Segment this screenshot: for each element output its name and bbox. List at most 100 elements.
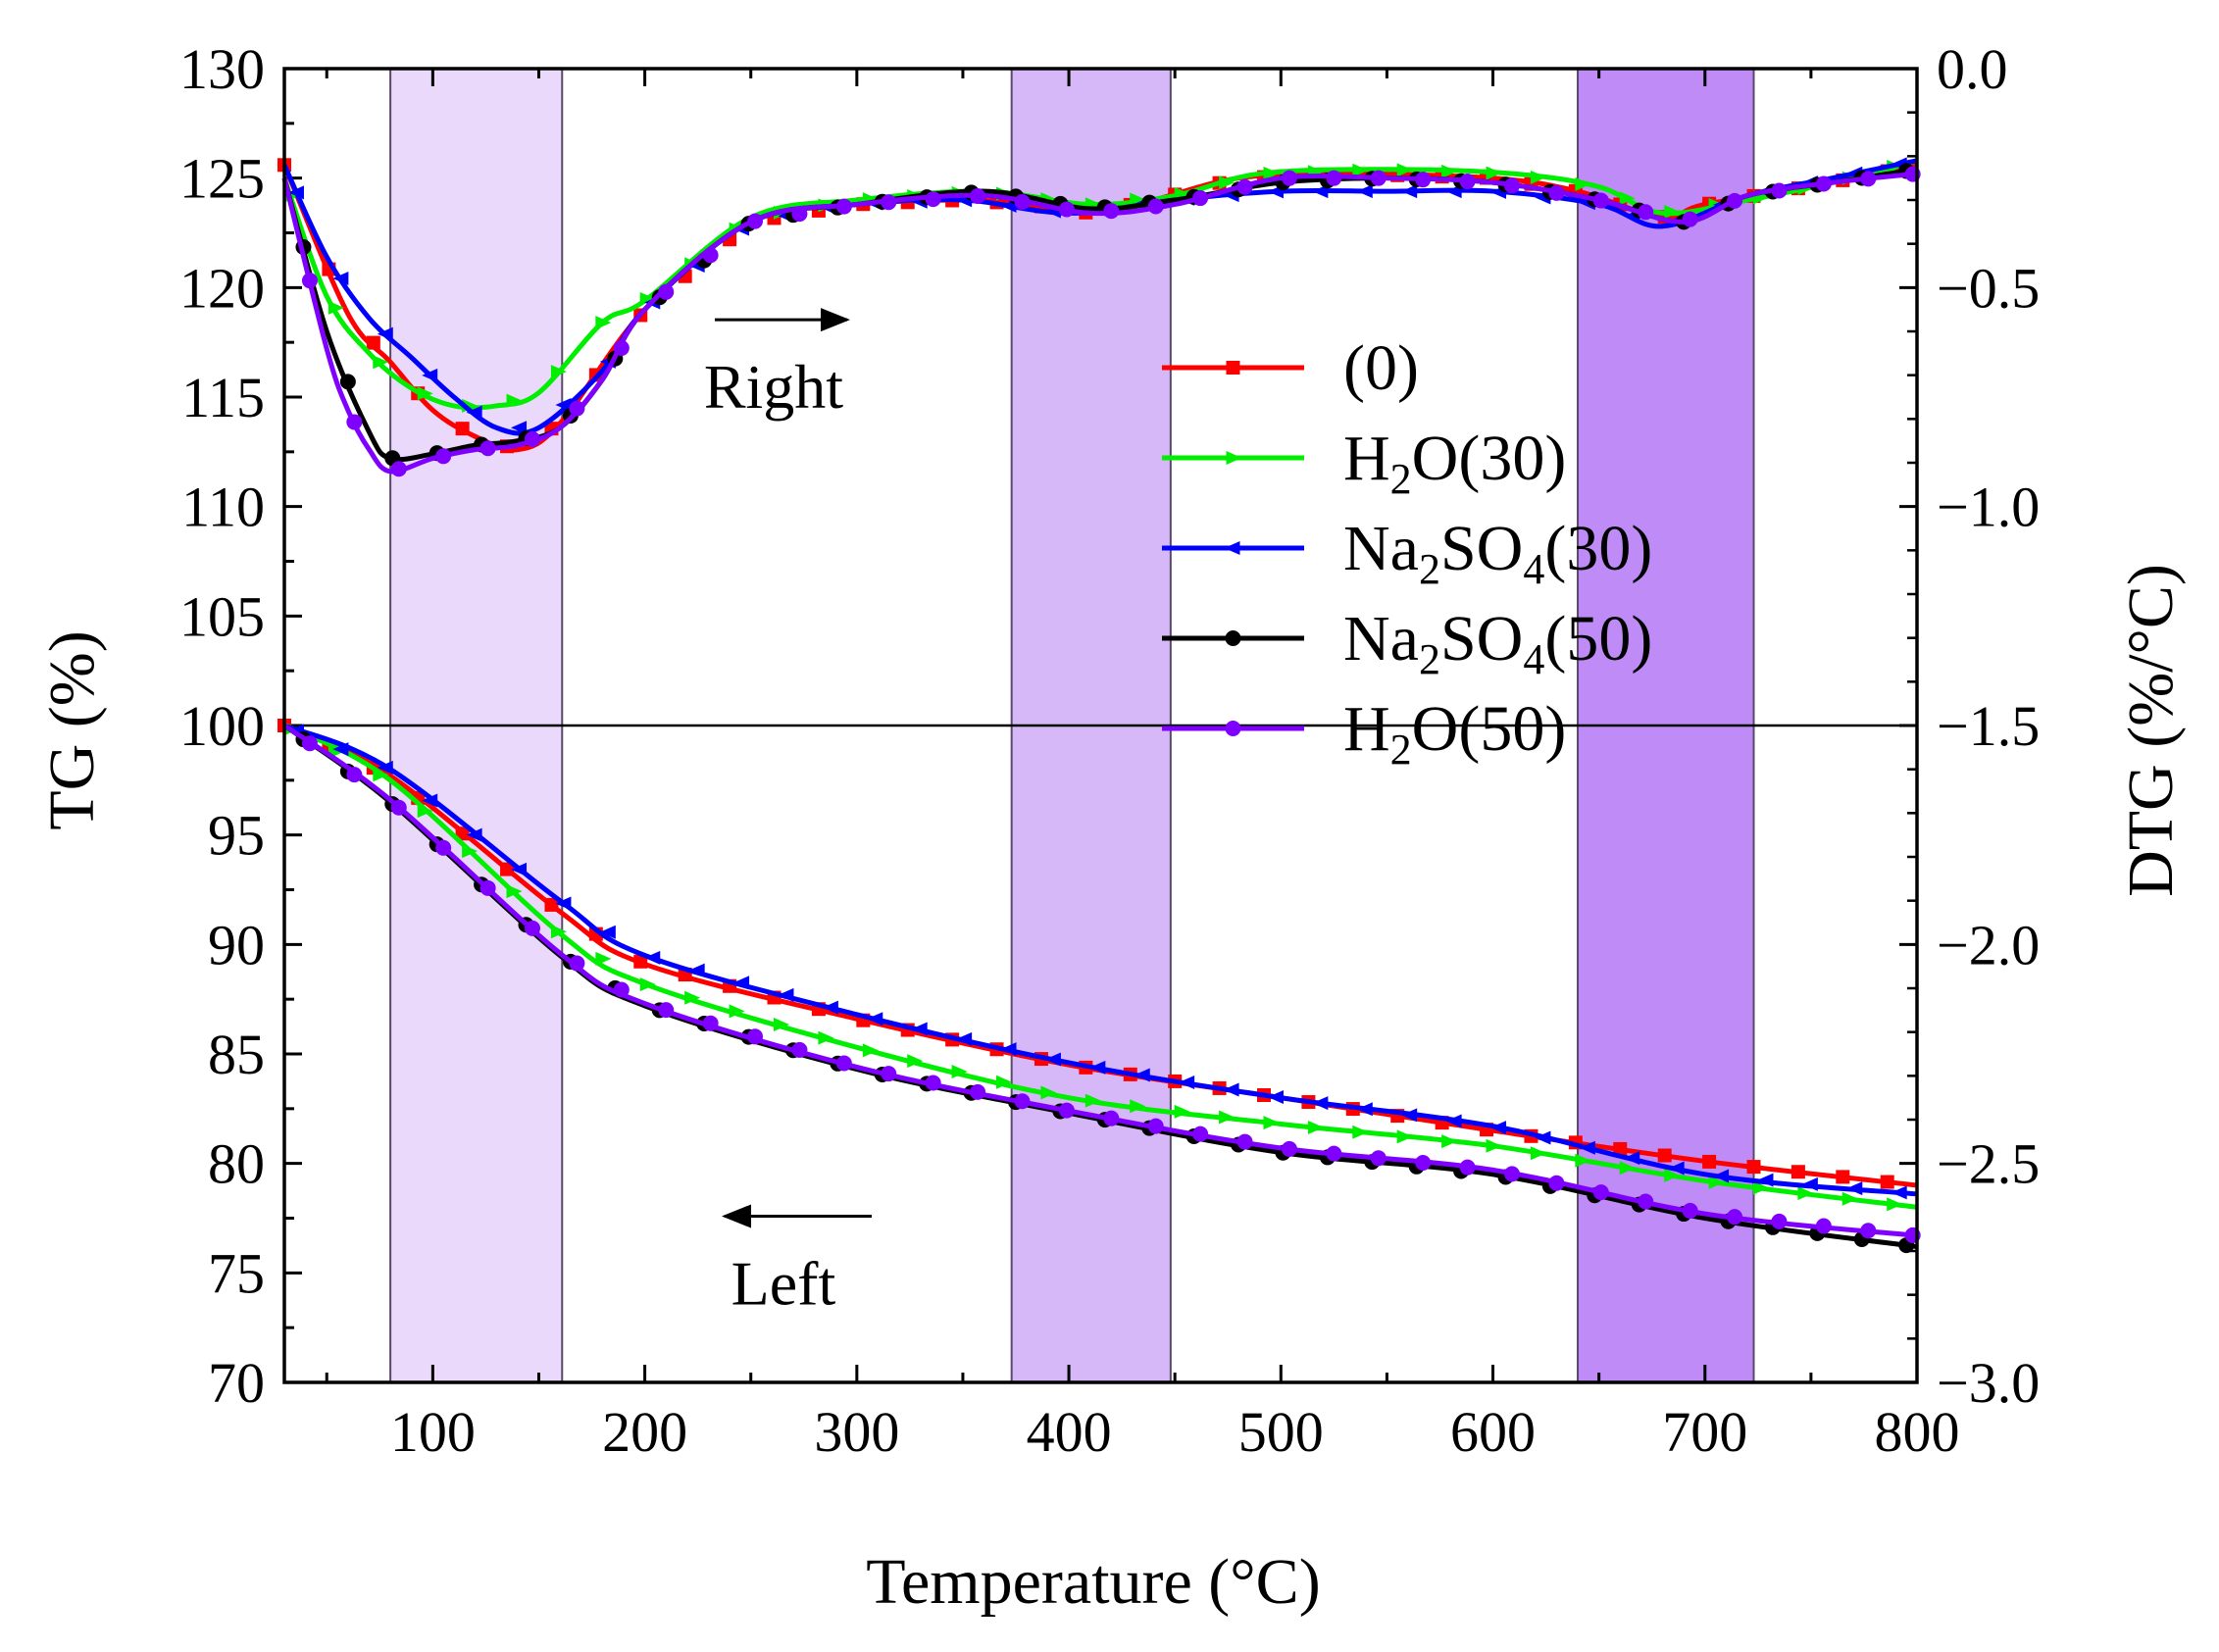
dtg-point xyxy=(455,422,470,436)
tg-point xyxy=(778,987,794,1002)
dtg-point xyxy=(1486,166,1502,180)
plot-frame xyxy=(282,67,1919,1384)
tg-point xyxy=(417,804,433,819)
tg-point xyxy=(791,1041,808,1058)
legend-marker xyxy=(1225,630,1241,646)
dtg-point xyxy=(1548,184,1565,201)
dtg-point xyxy=(1236,178,1253,195)
legend-item-3: Na2SO4(30) xyxy=(1162,513,1652,593)
dtg-point xyxy=(1619,191,1636,206)
tg-point xyxy=(1174,1104,1190,1119)
tg-point xyxy=(1147,1118,1164,1134)
tg-point xyxy=(688,963,705,977)
x-tick-label: 300 xyxy=(814,1400,899,1464)
tg-point xyxy=(1836,1170,1850,1184)
dtg-point xyxy=(1147,198,1164,215)
y-right-tick-label: −2.5 xyxy=(1937,1132,2040,1196)
dtg-point xyxy=(1326,170,1342,186)
dtg-point xyxy=(1575,176,1591,191)
tg-point xyxy=(599,925,616,939)
tg-point xyxy=(1797,1186,1814,1201)
tg-point xyxy=(1103,1110,1120,1126)
legend: (0) H2O(30) Na2SO4(30) Na2SO4(50) H2O(50) xyxy=(1162,332,1652,774)
legend-label: (0) xyxy=(1343,332,1419,404)
tg-point xyxy=(613,981,630,998)
dtg-point xyxy=(1219,175,1236,190)
tg-point xyxy=(550,925,567,939)
y-right-tick-label: 0.0 xyxy=(1937,37,2008,101)
tg-point xyxy=(1771,1213,1788,1229)
legend-item-4: Na2SO4(50) xyxy=(1162,603,1652,683)
tg-point xyxy=(1579,1140,1595,1155)
tg-point xyxy=(1860,1223,1877,1239)
dtg-point xyxy=(1664,205,1681,220)
dtg-point xyxy=(417,386,433,401)
legend-marker xyxy=(1224,541,1240,555)
dtg-point xyxy=(613,339,630,356)
y-left-tick-label: 75 xyxy=(208,1241,265,1305)
tg-point xyxy=(1619,1161,1636,1176)
tg-point xyxy=(1624,1151,1640,1166)
tg-point xyxy=(479,879,496,896)
tg-point xyxy=(1891,1185,1907,1200)
tg-point xyxy=(956,1031,973,1046)
dtg-point xyxy=(970,187,986,204)
x-axis-title: Temperature (°C) xyxy=(866,1546,1320,1618)
dtg-point xyxy=(1592,192,1609,209)
tg-point xyxy=(373,768,389,782)
tg-point xyxy=(867,1012,883,1026)
tg-point xyxy=(1613,1141,1628,1156)
dtg-point xyxy=(747,213,764,229)
legend-item-1: (0) xyxy=(1162,332,1419,404)
tg-point xyxy=(1134,1068,1150,1082)
tg-point xyxy=(951,1064,968,1078)
tg-point xyxy=(773,1017,789,1031)
tg-point xyxy=(1445,1114,1462,1128)
tg-point xyxy=(1887,1197,1903,1212)
dtg-point xyxy=(1459,174,1476,190)
y-left-tick-label: 125 xyxy=(179,147,265,211)
dtg-point xyxy=(301,273,318,289)
tg-point xyxy=(1801,1176,1818,1191)
tg-point xyxy=(1790,1165,1805,1179)
dtg-point xyxy=(1401,184,1418,199)
tg-point xyxy=(1192,1126,1209,1142)
tg-point xyxy=(1490,1121,1507,1135)
dtg-point xyxy=(1370,170,1387,186)
dtg-point xyxy=(346,414,363,430)
plot-border xyxy=(282,67,1919,1384)
x-tick-label: 700 xyxy=(1662,1400,1747,1464)
y-left-tick-label: 130 xyxy=(179,37,265,101)
dtg-point xyxy=(1530,170,1546,184)
y-right-tick-label: −1.0 xyxy=(1937,476,2040,539)
annotation-left: Left xyxy=(731,1249,836,1319)
dtg-point xyxy=(377,326,393,341)
series-h2o-50- xyxy=(281,166,1921,1243)
dtg-point xyxy=(555,398,572,413)
tg-point xyxy=(1219,1110,1236,1125)
legend-label: H2O(50) xyxy=(1343,693,1566,774)
tg-point xyxy=(390,799,407,816)
dtg-point xyxy=(1263,166,1280,180)
tg-point xyxy=(1267,1089,1284,1104)
legend-marker xyxy=(1225,721,1241,736)
tg-point xyxy=(1356,1102,1373,1117)
tg-point xyxy=(970,1083,986,1100)
dtg-point xyxy=(1638,204,1654,221)
series-h2o-30- xyxy=(281,158,1918,1212)
tg-line xyxy=(283,723,1918,1197)
tg-point xyxy=(1084,1093,1101,1108)
tg-point xyxy=(1307,1121,1324,1135)
tg-point xyxy=(633,954,648,969)
tg-point xyxy=(818,1030,834,1045)
tg-point xyxy=(1044,1052,1061,1067)
tg-point xyxy=(1638,1193,1654,1210)
tg-point xyxy=(1040,1085,1057,1100)
dtg-point xyxy=(287,185,304,200)
legend-marker xyxy=(1226,361,1240,375)
y-left-tick-label: 105 xyxy=(179,584,265,648)
tg-point xyxy=(881,1066,897,1082)
tg-point xyxy=(1702,1154,1717,1169)
tg-point xyxy=(658,1002,675,1019)
tg-point xyxy=(1727,1209,1743,1226)
